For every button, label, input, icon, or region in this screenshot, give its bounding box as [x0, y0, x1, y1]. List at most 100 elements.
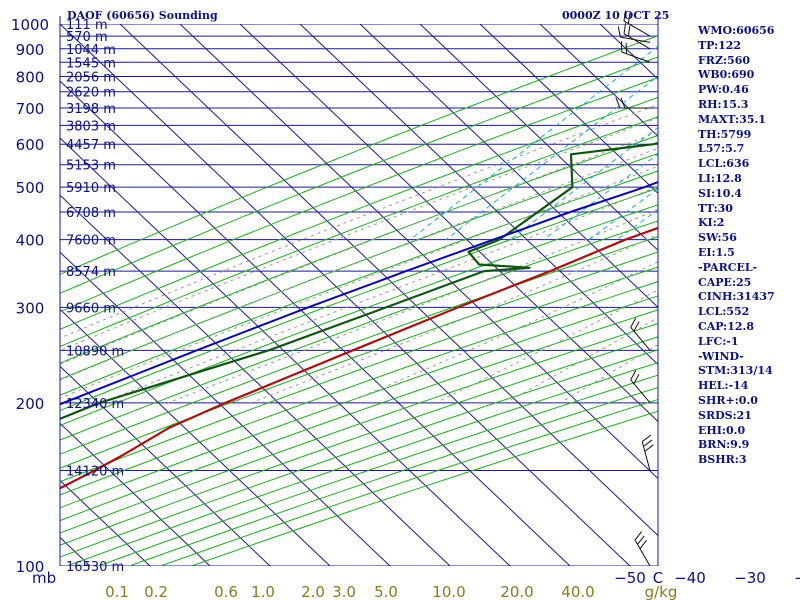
- dry-adiabat: [60, 251, 658, 469]
- wind-barb-feather: [633, 321, 640, 332]
- index-item: LI:12.8: [698, 171, 742, 185]
- dry-adiabat: [60, 309, 658, 522]
- index-item: CINH:31437: [698, 290, 775, 304]
- wind-barb-staff: [621, 51, 651, 63]
- wind-barb-feather: [623, 10, 627, 22]
- wind-barb-feather: [615, 97, 621, 109]
- chart-title: DAOF (60656) Sounding: [67, 9, 218, 22]
- index-item: EI:1.5: [698, 245, 735, 259]
- index-item: WB0:690: [698, 68, 755, 82]
- mixing-ratio-label: 2.0: [301, 583, 325, 600]
- index-item: TH:5799: [698, 127, 752, 141]
- wind-barb: [641, 434, 654, 471]
- pressure-tick-label: 500: [16, 179, 45, 197]
- wind-barb: [615, 97, 650, 109]
- pressure-tick-label: 700: [16, 100, 45, 118]
- axis-labels: 1000 900 800 700 600 500 400 300 200 100 16530 m 14…: [11, 16, 800, 600]
- dry-adiabat: [159, 398, 658, 566]
- isotherm-line: [539, 24, 658, 137]
- isotherm-line: [60, 308, 331, 566]
- index-item: RH:15.3: [698, 97, 749, 111]
- mixing-ratio-label: 5.0: [374, 583, 398, 600]
- moist-adiabat: [60, 131, 658, 365]
- temperature-tick-label: C: [653, 569, 663, 587]
- isotherm-line: [359, 24, 658, 309]
- index-item: TP:122: [698, 38, 742, 52]
- wind-barb-feather: [639, 539, 648, 549]
- isotherm-line: [60, 422, 211, 566]
- dewpoint-trace: [60, 141, 658, 421]
- mixing-unit-label: g/kg: [645, 583, 678, 600]
- isotherm-line: [119, 24, 658, 537]
- height-label: 3198 m: [66, 102, 116, 117]
- wind-barb-feather: [630, 370, 637, 381]
- dry-adiabat: [60, 187, 658, 412]
- dry-adiabat: [60, 322, 658, 534]
- wind-barb-feather: [620, 97, 626, 109]
- index-item: BSHR:3: [698, 453, 747, 467]
- index-item: TT:30: [698, 201, 733, 215]
- index-item: LCL:636: [698, 157, 750, 171]
- dry-adiabat: [60, 349, 658, 558]
- isotherm-line: [60, 251, 391, 566]
- dry-adiabat: [60, 336, 658, 546]
- mixing-ratio-label: 40.0: [561, 583, 594, 600]
- wind-barb-feather: [633, 373, 640, 384]
- pressure-tick-label: 1000: [11, 16, 49, 34]
- pressure-tick-label: 900: [16, 41, 45, 59]
- wind-barb-feather: [627, 12, 631, 24]
- index-item: KI:2: [698, 216, 725, 230]
- isotherm-line: [239, 24, 658, 423]
- wind-barbs: [615, 10, 654, 567]
- mixing-ratio-label: 0.6: [214, 583, 238, 600]
- moist-adiabat: [60, 117, 658, 352]
- wind-barb-feather: [630, 317, 637, 328]
- isotherm-line: [60, 194, 451, 566]
- height-label: 12340 m: [66, 397, 124, 412]
- isotherm-line: [179, 24, 658, 480]
- index-item: PW:0.46: [698, 83, 749, 97]
- isotherm-line: [60, 365, 271, 566]
- dry-adiabat: [60, 134, 658, 364]
- index-item: MAXT:35.1: [698, 112, 766, 126]
- dry-adiabat: [60, 266, 658, 483]
- height-label: 111 m: [66, 18, 108, 33]
- dry-adiabat: [60, 96, 658, 330]
- wind-barb: [634, 531, 651, 567]
- mixing-ratio-label: 3.0: [332, 583, 356, 600]
- wind-barb-feather: [627, 25, 631, 37]
- dry-adiabat: [60, 170, 658, 396]
- pressure-tick-label: 200: [16, 395, 45, 413]
- index-item: SW:56: [698, 231, 737, 245]
- height-label: 570 m: [66, 30, 108, 45]
- dry-adiabat: [60, 281, 658, 496]
- index-item: STM:313/14: [698, 364, 773, 378]
- isotherm-line: [419, 24, 658, 251]
- sounding-time: 0000Z 10 OCT 25: [562, 9, 670, 22]
- height-label: 2620 m: [66, 86, 116, 101]
- isotherm-line: [60, 137, 511, 566]
- dry-adiabat: [60, 204, 658, 426]
- index-item: -WIND-: [698, 349, 744, 363]
- wind-barb: [630, 370, 651, 404]
- height-label: 1545 m: [66, 56, 116, 71]
- height-label: 16530 m: [66, 560, 124, 575]
- height-label: 2056 m: [66, 71, 116, 86]
- parcel-trace: [60, 180, 658, 406]
- index-item: SI:10.4: [698, 186, 742, 200]
- mixing-ratio-line: [509, 126, 658, 241]
- wind-barb-staff: [620, 36, 651, 43]
- height-label: 5910 m: [66, 181, 116, 196]
- mixing-ratio-label: 20.0: [500, 583, 533, 600]
- mixing-ratio-line: [445, 75, 658, 241]
- mixing-ratio-line: [409, 45, 658, 241]
- wind-barb-feather: [634, 531, 643, 541]
- index-item: SHR+:0.0: [698, 393, 758, 407]
- height-label: 10890 m: [66, 344, 124, 359]
- index-item: SRDS:21: [698, 408, 752, 422]
- chart-grid: [60, 24, 658, 566]
- mixing-ratio-label: 0.1: [105, 583, 129, 600]
- moist-adiabat: [60, 165, 658, 399]
- dry-adiabat: [60, 295, 658, 509]
